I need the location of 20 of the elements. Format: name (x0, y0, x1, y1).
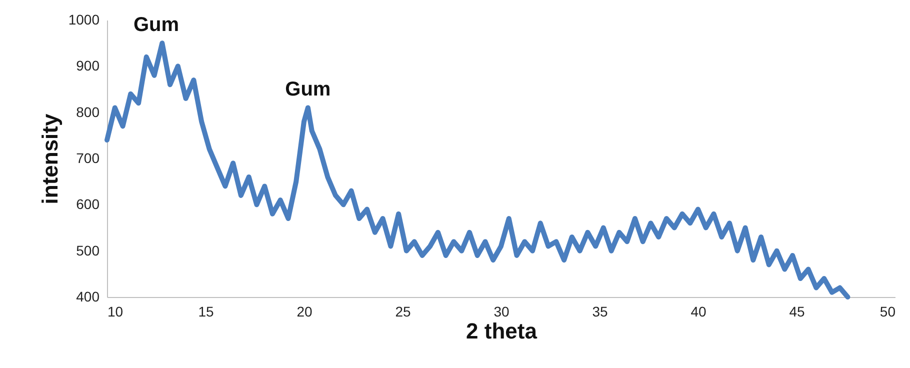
y-tick-label: 600 (76, 196, 100, 212)
y-tick-label: 400 (76, 288, 100, 304)
x-tick-label: 50 (880, 304, 896, 320)
x-tick-label: 40 (690, 304, 706, 320)
y-tick-label: 500 (76, 242, 100, 258)
x-tick-label: 20 (296, 304, 312, 320)
y-tick-label: 700 (76, 150, 100, 166)
x-tick-label: 15 (198, 304, 214, 320)
x-tick-label: 45 (789, 304, 805, 320)
x-tick-label: 35 (592, 304, 608, 320)
y-tick-label: 900 (76, 58, 100, 74)
annotation: Gum (285, 78, 331, 101)
y-tick-label: 800 (76, 104, 100, 120)
annotation: Gum (133, 14, 180, 36)
x-tick-label: 30 (494, 304, 510, 320)
x-tick-label: 10 (108, 304, 124, 320)
x-axis-title: 2 theta (466, 318, 538, 344)
y-axis-title: intensity (37, 113, 62, 204)
x-tick-label: 25 (395, 304, 411, 320)
y-tick-label: 1000 (68, 12, 100, 28)
